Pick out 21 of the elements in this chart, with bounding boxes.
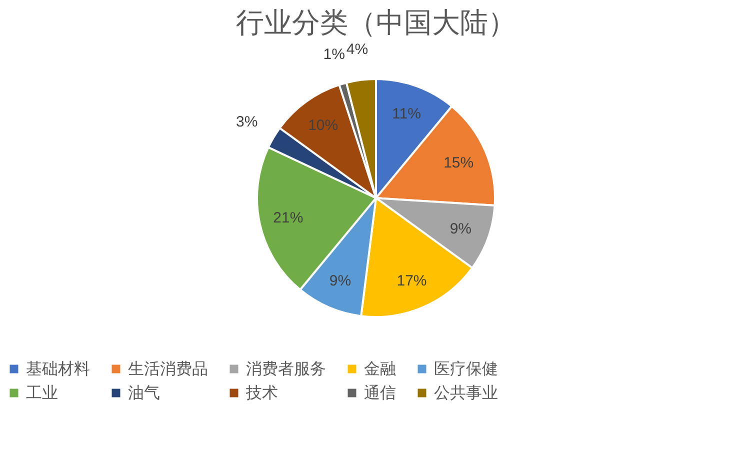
legend-label: 医疗保健: [434, 360, 498, 378]
legend-label: 工业: [26, 384, 58, 402]
legend-label: 消费者服务: [246, 360, 326, 378]
legend-label: 技术: [245, 384, 278, 402]
data-label: 9%: [450, 220, 472, 238]
data-label: 1%: [323, 46, 345, 63]
data-label: 15%: [444, 154, 474, 172]
data-label: 10%: [308, 117, 338, 134]
data-label: 4%: [346, 41, 368, 58]
data-label: 3%: [236, 114, 258, 131]
data-label: 21%: [273, 210, 304, 227]
legend-label: 公共事业: [434, 384, 498, 402]
legend-label: 油气: [128, 384, 160, 402]
legend-label: 生活消费品: [128, 360, 208, 378]
legend-label: 基础材料: [26, 360, 90, 378]
chart-title: 行业分类（中国大陆）: [236, 7, 516, 38]
legend-label: 金融: [364, 360, 396, 378]
data-label: 11%: [392, 105, 421, 122]
data-label: 9%: [329, 272, 352, 290]
legend-label: 通信: [364, 384, 396, 402]
data-label: 17%: [396, 272, 427, 290]
